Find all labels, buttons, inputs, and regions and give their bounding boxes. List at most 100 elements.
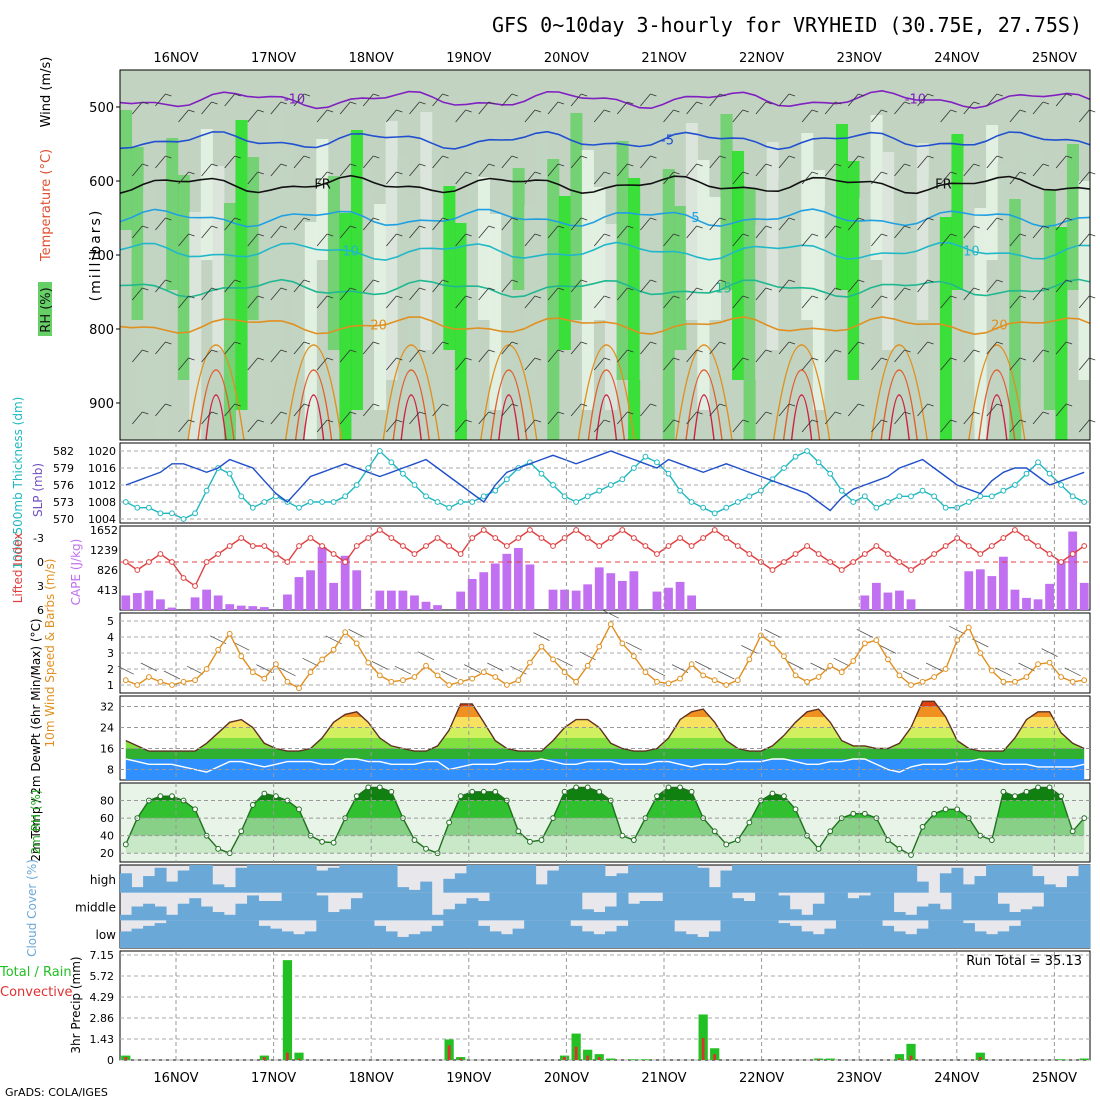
cloud-cell [200, 906, 213, 921]
cloud-cell [570, 865, 583, 893]
isotherm-label: -10 [284, 93, 305, 108]
wind-barb [487, 662, 504, 672]
thickness-series-point [1000, 487, 1007, 494]
cloud-cell [628, 920, 641, 948]
thickness-series-point [665, 470, 672, 477]
cloud-cell [708, 892, 721, 921]
wind-barb [917, 155, 928, 169]
wind-barb [155, 155, 166, 169]
lifted-index-series-point [423, 543, 429, 549]
wind-barb [847, 341, 859, 355]
wind-barb [778, 341, 790, 355]
thickness-series-point [550, 482, 556, 488]
wind-barb [686, 163, 697, 177]
rh-band [489, 214, 502, 410]
wind-barb-flag [581, 217, 588, 221]
wind-barb-flag [604, 357, 611, 361]
wind-barb [1055, 217, 1067, 231]
cloud-cell [662, 865, 675, 893]
wind-barb-flag [627, 411, 634, 415]
wind-speed-series-point [284, 678, 291, 685]
wind-barb-flag [211, 225, 218, 229]
cloud-cell [489, 892, 502, 921]
wind-barb [201, 349, 212, 363]
y-tick-label: 0 [37, 556, 44, 569]
wind-barb-flag [257, 295, 264, 299]
cloud-cell [408, 892, 421, 921]
wind-barb [1078, 295, 1090, 309]
wind-barb-flag [973, 411, 980, 415]
wind-barb [270, 163, 282, 177]
wind-barb-flag [211, 411, 218, 415]
wind-barb [386, 109, 397, 123]
wind-barb-flag [280, 101, 288, 105]
wind-barb [524, 109, 536, 123]
wind-barb-flag [488, 163, 495, 167]
wind-barb-flag [234, 93, 241, 97]
rh-band [1032, 153, 1045, 320]
wind-barb [293, 403, 305, 417]
wind-barb [879, 645, 897, 654]
wind-barb [963, 287, 975, 301]
wind-barb [155, 341, 166, 355]
wind-barb [986, 93, 998, 107]
wind-barb-flag [534, 109, 542, 113]
cloud-cell [605, 906, 617, 921]
cape-bar [1079, 582, 1089, 610]
wind-barb [1055, 93, 1067, 107]
cloud-cell [778, 865, 791, 893]
wind-barb [755, 225, 767, 239]
cloud-cell [1009, 925, 1022, 948]
wind-barb [718, 670, 735, 680]
y-tick-label: 1004 [88, 513, 116, 526]
rh-series-point [238, 828, 245, 835]
wind-barb [501, 279, 513, 293]
wind-speed-series-point [492, 674, 499, 680]
wind-barb-flag [973, 101, 980, 105]
wind-barb-flag [881, 171, 888, 175]
cloud-cell [974, 931, 987, 948]
cloud-cell [639, 920, 652, 948]
wind-barb-flag [788, 341, 796, 345]
wind-barb-flag [927, 93, 934, 97]
wind-barb-flag [211, 101, 218, 105]
rh-band [789, 216, 802, 350]
wind-barb-flag [673, 295, 680, 299]
cloud-cell [1055, 887, 1068, 893]
cloud-cell [847, 865, 860, 893]
wind-barb [270, 411, 282, 425]
cloud-cell [443, 878, 456, 893]
lifted-index-series-point [723, 535, 730, 541]
cape-bar [340, 555, 350, 610]
cape-bar [352, 570, 362, 610]
wind-barb-flag [742, 419, 749, 423]
wind-barb [432, 217, 443, 231]
wind-barb-flag [257, 233, 264, 237]
wind-barb [995, 667, 1012, 677]
wind-barb [339, 101, 351, 115]
y-tick-label: 80 [100, 795, 114, 808]
wind-barb-flag [973, 349, 980, 353]
wind-barb [686, 225, 697, 239]
warm-contour [577, 344, 636, 441]
x-tick-label-top: 20NOV [544, 51, 589, 66]
rh-band [125, 818, 1085, 836]
cloud-cell [882, 892, 895, 921]
wind-barb [917, 279, 928, 293]
wind-barb [625, 641, 643, 651]
panel-frame [119, 442, 1091, 524]
wind-barb-flag [280, 163, 288, 167]
convective-bar [297, 1058, 301, 1060]
precip-bar [606, 1058, 616, 1060]
y-tick-label: 826 [97, 564, 118, 577]
wind-barb [940, 295, 951, 309]
thickness-series-point [596, 487, 603, 494]
cloud-cell [939, 873, 952, 893]
cape-bar [594, 567, 604, 610]
wind-barb [824, 225, 836, 239]
wind-speed-series-point [353, 640, 360, 647]
thickness-series-point [538, 470, 545, 477]
wind-barb [233, 641, 250, 651]
cloud-cell [304, 865, 317, 893]
wind-barb [663, 419, 674, 433]
